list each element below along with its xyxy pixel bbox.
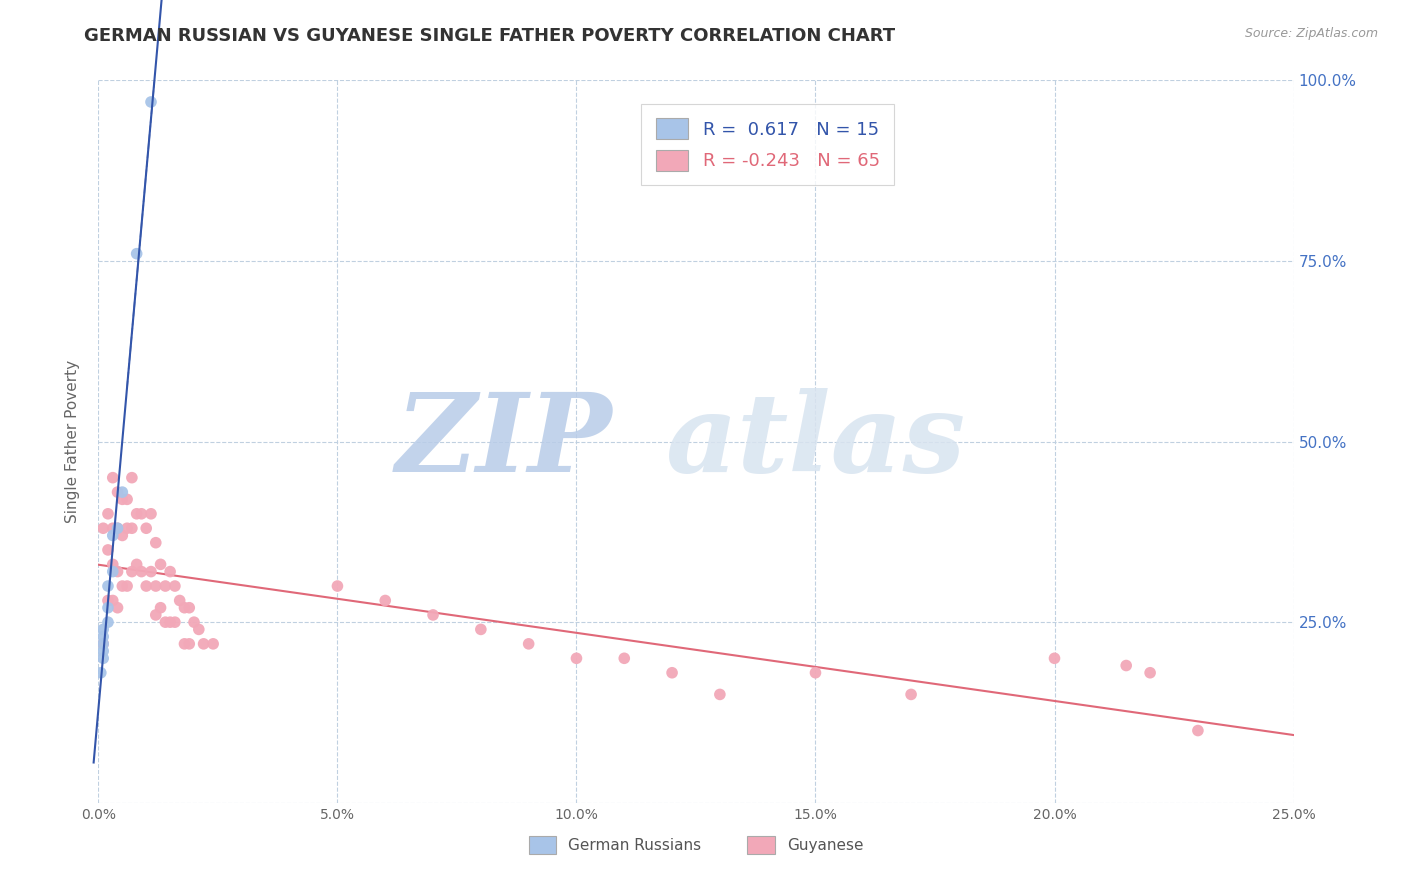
Point — [179, 600, 201, 615]
Point — [97, 593, 120, 607]
Point — [145, 579, 167, 593]
Point — [111, 579, 134, 593]
Point — [125, 507, 148, 521]
Point — [91, 623, 114, 637]
Text: atlas: atlas — [665, 388, 966, 495]
Legend: German Russians, Guyanese: German Russians, Guyanese — [523, 830, 869, 860]
Point — [111, 492, 134, 507]
Point — [159, 565, 181, 579]
Point — [115, 521, 138, 535]
Point — [101, 521, 124, 535]
Point — [121, 470, 143, 484]
Point — [163, 579, 186, 593]
Point — [173, 637, 195, 651]
Point — [145, 535, 167, 549]
Point — [193, 637, 215, 651]
Point — [125, 558, 148, 572]
Point — [97, 507, 120, 521]
Point — [91, 637, 114, 651]
Point — [326, 579, 349, 593]
Point — [115, 492, 138, 507]
Point — [111, 485, 134, 500]
Point — [187, 623, 209, 637]
Point — [1139, 665, 1161, 680]
Point — [121, 521, 143, 535]
Point — [135, 521, 157, 535]
Point — [163, 615, 186, 630]
Point — [183, 615, 205, 630]
Point — [139, 95, 162, 109]
Point — [1187, 723, 1209, 738]
Text: Source: ZipAtlas.com: Source: ZipAtlas.com — [1244, 27, 1378, 40]
Point — [900, 687, 922, 701]
Point — [804, 665, 827, 680]
Point — [107, 521, 129, 535]
Point — [101, 558, 124, 572]
Point — [470, 623, 492, 637]
Point — [107, 565, 129, 579]
Point — [422, 607, 444, 622]
Text: ZIP: ZIP — [395, 388, 613, 495]
Point — [159, 615, 181, 630]
Point — [97, 579, 120, 593]
Point — [169, 593, 191, 607]
Point — [149, 600, 172, 615]
Point — [179, 637, 201, 651]
Point — [202, 637, 225, 651]
Point — [121, 565, 143, 579]
Point — [97, 615, 120, 630]
Point — [115, 579, 138, 593]
Point — [97, 542, 120, 557]
Point — [517, 637, 540, 651]
Point — [709, 687, 731, 701]
Point — [145, 607, 167, 622]
Point — [1043, 651, 1066, 665]
Point — [661, 665, 683, 680]
Point — [155, 579, 177, 593]
Point — [613, 651, 636, 665]
Point — [107, 521, 129, 535]
Point — [107, 485, 129, 500]
Point — [135, 579, 157, 593]
Point — [131, 565, 153, 579]
Point — [565, 651, 588, 665]
Point — [90, 665, 112, 680]
Point — [107, 600, 129, 615]
Point — [91, 521, 114, 535]
Point — [374, 593, 396, 607]
Text: GERMAN RUSSIAN VS GUYANESE SINGLE FATHER POVERTY CORRELATION CHART: GERMAN RUSSIAN VS GUYANESE SINGLE FATHER… — [84, 27, 896, 45]
Point — [101, 470, 124, 484]
Point — [101, 528, 124, 542]
Point — [139, 565, 162, 579]
Point — [91, 637, 114, 651]
Point — [131, 507, 153, 521]
Point — [155, 615, 177, 630]
Point — [101, 565, 124, 579]
Point — [173, 600, 195, 615]
Point — [149, 558, 172, 572]
Point — [91, 651, 114, 665]
Point — [1115, 658, 1137, 673]
Point — [91, 630, 114, 644]
Point — [91, 644, 114, 658]
Point — [101, 593, 124, 607]
Point — [139, 507, 162, 521]
Point — [97, 600, 120, 615]
Point — [111, 528, 134, 542]
Y-axis label: Single Father Poverty: Single Father Poverty — [65, 360, 80, 523]
Point — [125, 246, 148, 260]
